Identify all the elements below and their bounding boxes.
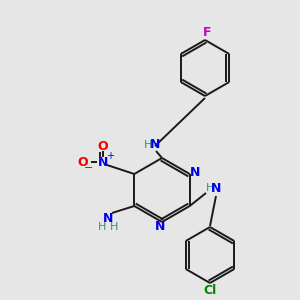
Text: H: H bbox=[110, 222, 118, 232]
Text: Cl: Cl bbox=[203, 284, 217, 298]
Text: N: N bbox=[155, 220, 165, 233]
Text: −: − bbox=[84, 163, 94, 173]
Text: N: N bbox=[103, 212, 113, 226]
Text: H: H bbox=[98, 222, 106, 232]
Text: O: O bbox=[98, 140, 108, 152]
Text: N: N bbox=[98, 155, 108, 169]
Text: N: N bbox=[211, 182, 221, 194]
Text: H: H bbox=[144, 140, 152, 150]
Text: F: F bbox=[203, 26, 211, 40]
Text: H: H bbox=[206, 183, 214, 193]
Text: O: O bbox=[78, 155, 88, 169]
Text: N: N bbox=[190, 167, 200, 179]
Text: +: + bbox=[106, 151, 114, 161]
Text: N: N bbox=[150, 139, 160, 152]
